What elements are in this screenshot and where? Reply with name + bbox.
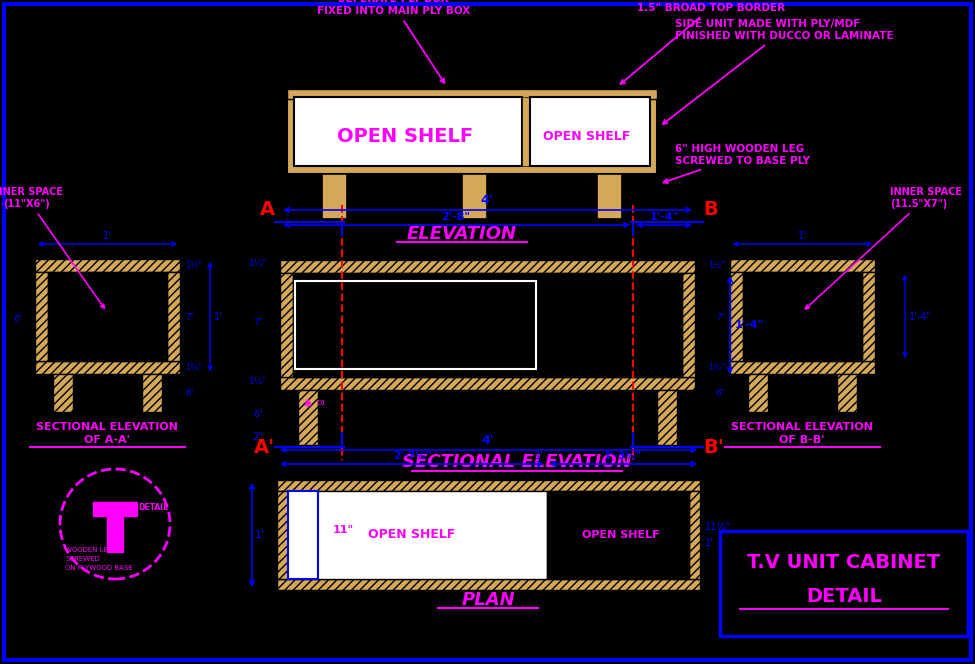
Bar: [689, 491, 700, 579]
Text: SEPERATE PLY BOX
FIXED INTO MAIN PLY BOX: SEPERATE PLY BOX FIXED INTO MAIN PLY BOX: [317, 0, 470, 83]
Text: 1'-4": 1'-4": [735, 320, 764, 330]
Bar: [547, 491, 689, 579]
Text: ON PLYWOOD BASE: ON PLYWOOD BASE: [65, 565, 133, 571]
Text: 1½": 1½": [249, 259, 267, 268]
Text: 4': 4': [481, 194, 493, 207]
Bar: [35, 259, 180, 272]
Bar: [53, 374, 73, 412]
Text: OPEN SHELF: OPEN SHELF: [582, 530, 660, 540]
Bar: [35, 272, 48, 361]
Text: 2": 2": [253, 432, 263, 442]
Bar: [48, 272, 167, 361]
Text: 1½": 1½": [708, 260, 725, 270]
Text: 11½": 11½": [705, 522, 731, 532]
Text: INNER SPACE
(11"X6"): INNER SPACE (11"X6"): [0, 187, 104, 308]
Text: A': A': [254, 438, 275, 457]
Text: 6": 6": [185, 388, 194, 398]
Text: SECTIONAL ELEVATION: SECTIONAL ELEVATION: [402, 453, 632, 471]
Bar: [287, 89, 657, 99]
Bar: [167, 272, 180, 361]
Bar: [142, 374, 162, 412]
Bar: [730, 259, 875, 272]
Text: OF A-A': OF A-A': [84, 435, 130, 445]
Text: T.V UNIT CABINET: T.V UNIT CABINET: [748, 554, 941, 572]
Bar: [743, 272, 862, 361]
Text: OPEN SHELF: OPEN SHELF: [368, 529, 455, 542]
Bar: [277, 480, 700, 491]
Bar: [293, 273, 682, 377]
Bar: [530, 97, 650, 166]
Bar: [277, 480, 700, 590]
Text: 6" HIGH WOODEN LEG
SCREWED TO BASE PLY: 6" HIGH WOODEN LEG SCREWED TO BASE PLY: [664, 144, 810, 183]
Bar: [322, 174, 347, 219]
Text: 1': 1': [214, 312, 222, 322]
Text: ELEVATION: ELEVATION: [407, 225, 517, 243]
Text: OF B-B': OF B-B': [779, 435, 825, 445]
Text: 6": 6": [14, 315, 23, 324]
Bar: [288, 491, 547, 579]
Text: WOODEN LEG: WOODEN LEG: [65, 547, 113, 553]
Text: DETAIL: DETAIL: [806, 586, 882, 606]
Text: SCREWED: SCREWED: [65, 556, 99, 562]
Bar: [298, 390, 318, 445]
Text: INNER SPACE
(11.5"X7"): INNER SPACE (11.5"X7"): [805, 187, 962, 309]
Bar: [862, 272, 875, 361]
Text: 1'-4": 1'-4": [909, 312, 932, 322]
Text: 1'-3½": 1'-3½": [604, 451, 643, 461]
Bar: [720, 531, 968, 636]
Text: 7": 7": [254, 318, 263, 327]
Text: OPEN SHELF: OPEN SHELF: [543, 129, 631, 143]
Bar: [657, 390, 677, 445]
Text: DETAIL: DETAIL: [138, 503, 168, 512]
Text: PLAN: PLAN: [461, 591, 515, 609]
Bar: [522, 97, 530, 166]
Bar: [837, 374, 857, 412]
Text: 2'-7½": 2'-7½": [393, 451, 431, 461]
Text: A: A: [260, 200, 275, 219]
Text: 2'-8": 2'-8": [442, 212, 471, 222]
Bar: [280, 273, 293, 377]
Bar: [597, 174, 622, 219]
Text: 1'-4": 1'-4": [649, 212, 679, 222]
Text: D1: D1: [316, 400, 326, 406]
Text: 1': 1': [705, 538, 714, 548]
Text: B: B: [703, 200, 718, 219]
Text: 7": 7": [716, 313, 725, 321]
Bar: [280, 260, 695, 273]
Text: 1': 1': [255, 530, 265, 540]
Text: 7": 7": [185, 313, 194, 321]
Bar: [287, 89, 657, 174]
Bar: [280, 377, 695, 390]
Bar: [295, 281, 536, 369]
Text: SIDE UNIT MADE WITH PLY/MDF
FINISHED WITH DUCCO OR LAMINATE: SIDE UNIT MADE WITH PLY/MDF FINISHED WIT…: [663, 19, 894, 124]
Text: B': B': [703, 438, 723, 457]
Bar: [107, 516, 123, 552]
Bar: [462, 174, 487, 219]
Bar: [730, 272, 743, 361]
Text: 1½": 1½": [249, 377, 267, 386]
Bar: [730, 361, 875, 374]
Text: SECTIONAL ELEVATION: SECTIONAL ELEVATION: [36, 422, 177, 432]
Bar: [35, 361, 180, 374]
Bar: [682, 273, 695, 377]
Text: 1.5" BROAD TOP BORDER: 1.5" BROAD TOP BORDER: [621, 3, 785, 84]
Bar: [277, 579, 700, 590]
Text: 1': 1': [534, 451, 543, 461]
Text: 1': 1': [798, 231, 806, 241]
Bar: [93, 502, 137, 516]
Bar: [277, 491, 288, 579]
Text: 6": 6": [254, 410, 263, 419]
Text: 1½": 1½": [185, 260, 202, 270]
Bar: [294, 97, 522, 166]
Text: OPEN SHELF: OPEN SHELF: [337, 127, 473, 145]
Text: 11": 11": [333, 525, 354, 535]
Text: 1½": 1½": [708, 363, 725, 373]
Text: SECTIONAL ELEVATION: SECTIONAL ELEVATION: [731, 422, 873, 432]
Bar: [748, 374, 768, 412]
Text: 4': 4': [482, 434, 494, 447]
Text: 6": 6": [716, 388, 725, 398]
Bar: [288, 491, 318, 579]
Text: 1½": 1½": [185, 363, 202, 373]
Text: 1': 1': [102, 231, 111, 241]
